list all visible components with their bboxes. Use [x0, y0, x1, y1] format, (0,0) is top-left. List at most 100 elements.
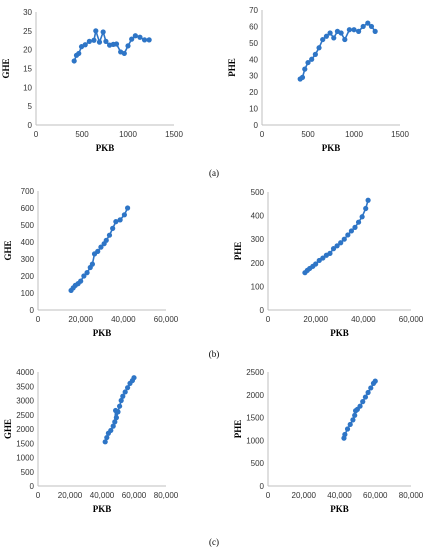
data-point [125, 43, 131, 49]
y-tick-label: 4000 [16, 368, 34, 377]
data-point [331, 35, 337, 41]
data-point [131, 375, 137, 381]
y-tick-label: 0 [260, 306, 265, 315]
data-point [129, 36, 135, 42]
y-tick-label: 1500 [16, 439, 34, 448]
data-point [86, 38, 92, 44]
y-tick-label: 60 [249, 22, 258, 31]
data-point [352, 224, 358, 230]
x-tick-label: 0 [36, 491, 41, 500]
data-point [357, 403, 363, 409]
y-axis-label: PHE [233, 420, 243, 439]
data-point [103, 38, 109, 44]
x-tick-label: 40,000 [327, 491, 352, 500]
y-tick-label: 2500 [16, 411, 34, 420]
data-point [113, 415, 119, 421]
x-tick-label: 500 [301, 130, 315, 139]
chart-b-ghe: 0 100 200 300 400 500 600 700 0 20,000 40,000 60,00… [3, 187, 179, 338]
data-point [327, 30, 333, 36]
data-point [110, 423, 116, 429]
y-tick-label: 30 [23, 8, 32, 17]
data-point [115, 409, 121, 415]
data-point [100, 29, 106, 35]
y-tick-label: 500 [251, 459, 265, 468]
data-point [137, 34, 143, 40]
y-axis-label: PHE [233, 242, 243, 261]
y-tick-label: 0 [28, 121, 33, 130]
x-tick-label: 20,000 [68, 315, 93, 324]
x-axis-label: PKB [96, 143, 115, 153]
y-tick-label: 25 [23, 27, 32, 36]
data-point [347, 421, 353, 428]
y-tick-label: 2000 [246, 391, 264, 400]
y-tick-label: 200 [251, 259, 265, 268]
data-point [121, 212, 127, 218]
data-point [98, 244, 104, 250]
x-axis-label: PKB [330, 328, 349, 338]
data-point [108, 427, 114, 434]
y-tick-label: 50 [249, 39, 258, 48]
data-point [118, 397, 124, 404]
x-axis-label: PKB [330, 504, 349, 514]
y-tick-label: 3500 [16, 382, 34, 391]
y-tick-label: 500 [21, 468, 35, 477]
y-tick-label: 700 [21, 187, 35, 196]
data-point [102, 439, 108, 445]
data-point [359, 214, 365, 220]
y-tick-label: 20 [23, 46, 32, 55]
y-tick-label: 0 [260, 482, 265, 491]
y-tick-label: 100 [251, 282, 265, 291]
data-point [103, 237, 109, 243]
data-point [352, 412, 358, 418]
data-point [96, 39, 103, 45]
y-tick-label: 2500 [246, 368, 264, 377]
y-tick-label: 600 [21, 204, 35, 213]
x-tick-label: 20,000 [58, 491, 83, 500]
data-point [360, 399, 366, 405]
chart-a-ghe: 0 5 10 15 20 25 30 0 500 1000 1500 PKB GHE [1, 8, 183, 153]
x-tick-label: 0 [260, 130, 265, 139]
x-tick-label: 40,000 [90, 491, 115, 500]
data-point [342, 36, 348, 43]
y-tick-label: 500 [21, 221, 35, 230]
x-tick-label: 20,000 [303, 315, 328, 324]
panel-label-a: (a) [209, 168, 219, 178]
data-point [312, 51, 318, 57]
y-axis-label: GHE [1, 58, 11, 78]
y-tick-label: 1500 [246, 414, 264, 423]
data-point [104, 434, 110, 441]
y-tick-label: 500 [251, 188, 265, 197]
y-tick-label: 400 [21, 238, 35, 247]
x-axis-label: PKB [93, 328, 112, 338]
data-point [362, 394, 369, 400]
x-tick-label: 20,000 [292, 491, 317, 500]
data-point [117, 217, 123, 223]
data-point [342, 431, 348, 438]
data-point [368, 385, 374, 391]
x-tick-label: 0 [266, 491, 271, 500]
data-point [125, 385, 131, 391]
data-point [320, 36, 326, 43]
data-point [113, 219, 119, 225]
y-tick-label: 10 [249, 105, 258, 114]
y-tick-label: 5 [28, 102, 33, 111]
x-tick-label: 60,000 [122, 491, 147, 500]
y-tick-label: 100 [21, 289, 35, 298]
data-point [365, 20, 371, 26]
x-tick-label: 1500 [391, 130, 409, 139]
data-point [299, 74, 306, 80]
data-point [89, 261, 95, 267]
data-point [313, 261, 319, 267]
data-point [344, 426, 351, 432]
y-axis-label: PHE [227, 58, 237, 77]
data-point [323, 33, 329, 39]
data-point [338, 240, 344, 246]
data-point [81, 273, 87, 279]
data-point [110, 225, 116, 231]
data-point [316, 45, 322, 51]
data-point [309, 56, 315, 62]
data-point [122, 389, 128, 395]
data-point [141, 37, 148, 43]
data-point [320, 255, 326, 261]
x-tick-label: 500 [75, 130, 89, 139]
